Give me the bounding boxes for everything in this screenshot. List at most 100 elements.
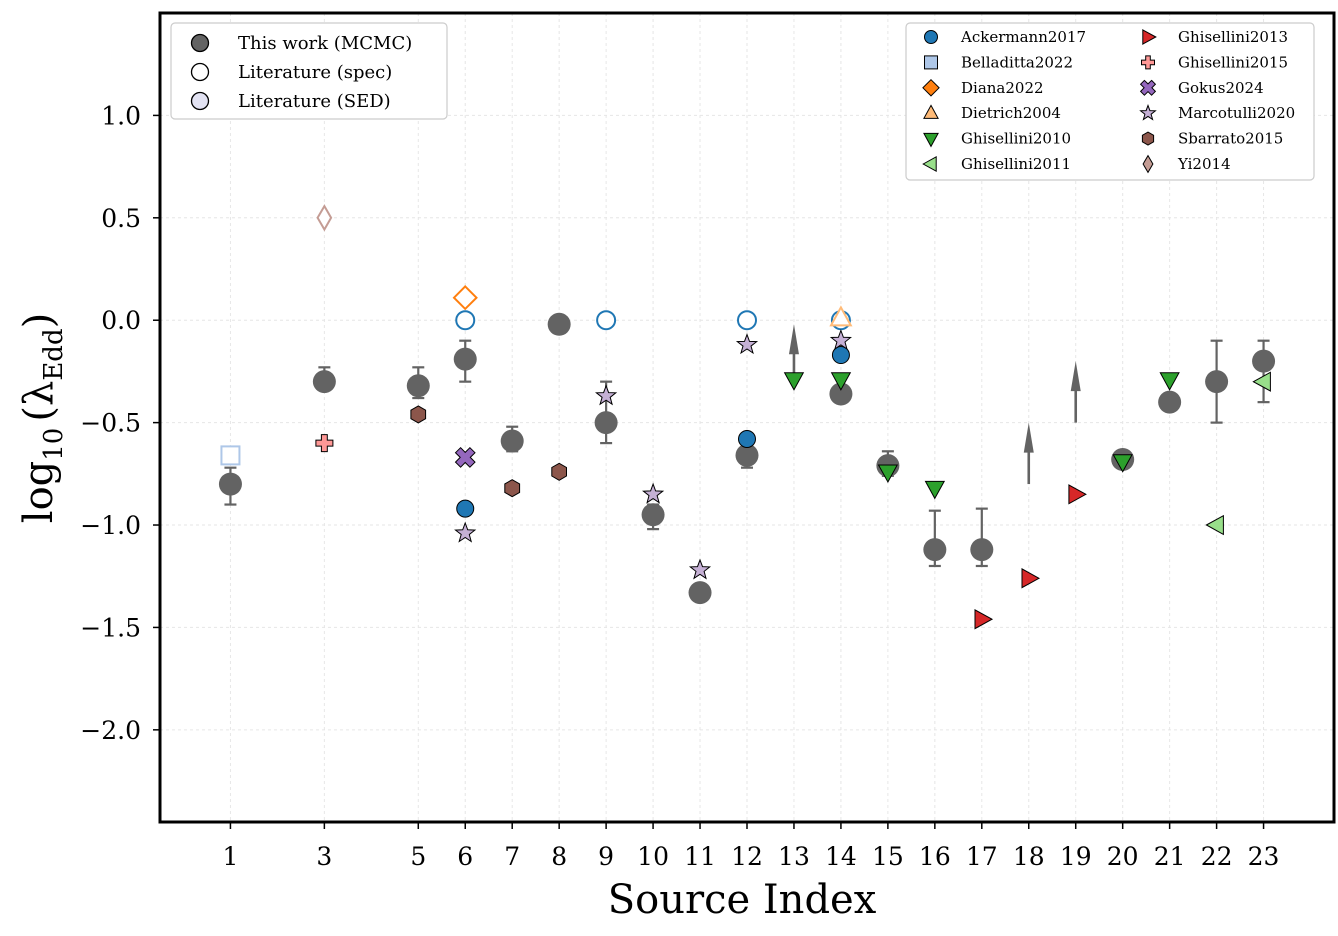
literature-point-ackermann2017 xyxy=(737,310,757,331)
literature-point-marcotulli2020 xyxy=(454,521,477,543)
legend-type-marker xyxy=(190,33,210,53)
literature-point-ghisellini2010 xyxy=(1112,454,1133,473)
literature-point-ackermann2017 xyxy=(596,310,617,331)
literature-point-ghisellini2013 xyxy=(974,609,994,630)
y-tick-label: 0.0 xyxy=(101,306,141,335)
series-gokus2024 xyxy=(454,446,476,468)
y-tick-label: 1.0 xyxy=(101,101,141,130)
legend-types-box xyxy=(170,22,448,120)
mcmc-point xyxy=(970,538,994,562)
literature-point-ghisellini2010 xyxy=(830,372,852,391)
legend-refs-box xyxy=(905,22,1315,181)
series-sbarrato2015 xyxy=(410,405,567,498)
literature-point-marcotulli2020 xyxy=(735,333,759,355)
literature-point-ghisellini2010 xyxy=(877,464,899,484)
legend-ref-label: Dietrich2004 xyxy=(961,104,1061,122)
literature-point-ghisellini2010 xyxy=(1159,372,1180,391)
x-axis-title: Source Index xyxy=(608,877,877,923)
x-tick-label: 21 xyxy=(1154,842,1186,871)
legend-ref-marker xyxy=(924,30,938,44)
literature-point-ackermann2017 xyxy=(456,499,475,518)
y-axis-ticks: 1.0 0.5 0.0 −0.5 −1.0 −1.5 −2.0 xyxy=(80,101,160,745)
mcmc-point xyxy=(641,503,665,527)
x-tick-label: 22 xyxy=(1201,842,1233,871)
mcmc-point xyxy=(829,382,853,406)
mcmc-point xyxy=(1252,349,1276,373)
literature-point-gokus2024 xyxy=(454,446,476,468)
legend-ref-marker xyxy=(924,55,938,70)
legend-ref-label: Gokus2024 xyxy=(1178,79,1264,97)
literature-point-marcotulli2020 xyxy=(829,329,852,351)
legend-ref-marker xyxy=(1141,131,1155,146)
x-axis-ticks: 1 3 5 6 7 8 9 10 11 12 13 14 15 16 17 18 19 20 21 22 23 xyxy=(222,822,1279,871)
data-marks xyxy=(218,204,1276,630)
legend-ref-marker xyxy=(1139,103,1157,121)
legend-ref-marker xyxy=(922,155,937,173)
y-tick-label: −1.0 xyxy=(80,511,141,540)
legend-ref-label: Ghisellini2013 xyxy=(1178,28,1288,46)
series-mcmc xyxy=(218,312,1276,605)
y-axis-title: log10 (λEdd) xyxy=(16,313,69,523)
literature-point-marcotulli2020 xyxy=(688,558,712,580)
x-tick-label: 7 xyxy=(504,842,520,871)
x-tick-label: 17 xyxy=(966,842,998,871)
lower-limit-arrowhead xyxy=(1023,422,1034,453)
legend-ref-label: Ghisellini2011 xyxy=(961,155,1071,173)
x-tick-label: 16 xyxy=(919,842,951,871)
legend-ref-marker xyxy=(1142,29,1157,45)
series-ghisellini2015 xyxy=(315,434,334,453)
series-dietrich2004 xyxy=(829,305,853,327)
literature-point-ackermann2017 xyxy=(455,310,476,331)
x-tick-label: 1 xyxy=(222,842,238,871)
series-marcotulli2020 xyxy=(454,329,852,580)
y-tick-label: −0.5 xyxy=(80,409,141,438)
y-axis-title-log: log xyxy=(16,461,62,523)
literature-point-diana2022 xyxy=(452,284,478,311)
lower-limit-arrowhead xyxy=(1070,361,1081,392)
literature-point-ghisellini2013 xyxy=(1021,568,1041,589)
literature-point-marcotulli2020 xyxy=(642,482,665,504)
legend-ref-label: Ackermann2017 xyxy=(960,28,1086,46)
series-ghisellini2011 xyxy=(1205,371,1271,536)
x-tick-label: 8 xyxy=(551,842,567,871)
legend-type-label: This work (MCMC) xyxy=(238,33,412,54)
mcmc-point xyxy=(1205,370,1229,394)
mcmc-point xyxy=(923,538,947,562)
legend-ref-label: Yi2014 xyxy=(1177,155,1231,173)
lower-limit-arrowhead xyxy=(788,324,799,355)
literature-point-ghisellini2010 xyxy=(783,372,805,391)
legend-type-marker xyxy=(190,62,210,82)
x-tick-label: 11 xyxy=(684,842,716,871)
series-ghisellini2013 xyxy=(974,484,1087,630)
mcmc-point xyxy=(453,347,477,371)
legend-ref-marker xyxy=(1139,79,1157,96)
legend-ref-label: Marcotulli2020 xyxy=(1178,104,1295,122)
literature-point-ackermann2017 xyxy=(831,346,850,365)
legend-ref-marker xyxy=(923,104,939,119)
legend-ref-label: Ghisellini2015 xyxy=(1178,53,1288,71)
literature-point-ghisellini2015 xyxy=(315,434,334,453)
mcmc-point xyxy=(500,429,524,453)
legend-ref-marker xyxy=(1142,154,1154,174)
mcmc-point xyxy=(735,443,759,467)
literature-point-dietrich2004 xyxy=(829,305,853,327)
mcmc-point xyxy=(218,472,242,496)
literature-point-sbarrato2015 xyxy=(551,462,567,481)
literature-point-ackermann2017 xyxy=(738,430,756,449)
x-tick-label: 12 xyxy=(731,842,763,871)
mcmc-point xyxy=(547,312,571,336)
series-belladitta2022 xyxy=(220,445,241,466)
legend-ref-label: Ghisellini2010 xyxy=(961,130,1071,148)
legend-ref-label: Belladitta2022 xyxy=(961,53,1073,71)
mcmc-point xyxy=(312,370,336,394)
y-tick-label: 0.5 xyxy=(101,204,141,233)
y-axis-title-lambda: (λ xyxy=(16,381,62,422)
legend-ref-marker xyxy=(922,78,940,97)
literature-point-sbarrato2015 xyxy=(504,479,521,498)
x-tick-label: 23 xyxy=(1248,842,1280,871)
y-axis-title-close: ) xyxy=(16,313,62,329)
y-tick-label: −2.0 xyxy=(80,716,141,745)
legend-references: Ackermann2017 Belladitta2022 Diana2022 Diet… xyxy=(905,22,1315,181)
x-tick-label: 5 xyxy=(410,842,426,871)
